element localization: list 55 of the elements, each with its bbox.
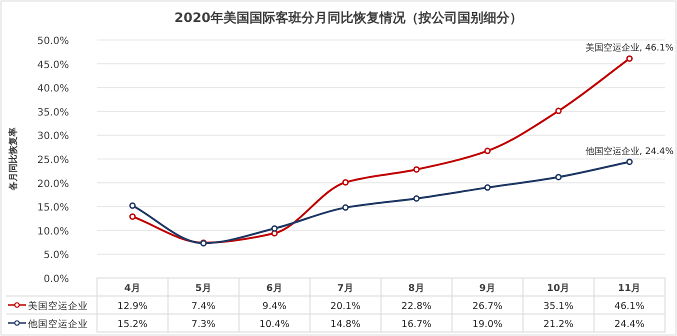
point	[555, 108, 562, 114]
y-tick-label: 0.0%	[44, 274, 69, 285]
point	[413, 195, 420, 202]
point	[626, 158, 633, 166]
point	[271, 225, 278, 232]
y-tick-label: 20.0%	[37, 178, 69, 190]
x-tick-label: 11月	[618, 283, 642, 294]
data-label: 21.2%	[543, 319, 574, 330]
y-tick-label: 35.0%	[37, 107, 69, 118]
y-axis-title: 各月同比恢复率	[8, 128, 19, 192]
point	[484, 148, 491, 154]
data-label: 9.4%	[262, 301, 287, 312]
chart-title: 2020年美国国际客班分月同比恢复情况（按公司国别细分）	[174, 10, 523, 26]
x-tick-label: 7月	[337, 283, 354, 294]
point	[342, 179, 349, 186]
x-tick-label: 9月	[479, 283, 496, 294]
y-tick-label: 15.0%	[37, 202, 69, 214]
data-label: 7.3%	[191, 319, 216, 330]
point	[413, 166, 420, 173]
y-tick-label: 30.0%	[37, 131, 69, 142]
x-tick-label: 5月	[195, 283, 212, 294]
point	[555, 174, 562, 180]
data-label: 20.1%	[330, 301, 361, 312]
data-label: 26.7%	[472, 301, 503, 312]
y-tick-label: 45.0%	[37, 60, 69, 71]
data-label: 14.8%	[330, 319, 361, 330]
data-label: 46.1%	[614, 301, 645, 312]
data-label: 12.9%	[117, 301, 148, 312]
data-label: 19.0%	[472, 319, 503, 330]
data-label: 24.4%	[614, 319, 645, 330]
data-label: 7.4%	[191, 301, 216, 312]
y-tick-label: 40.0%	[37, 84, 69, 95]
data-label: 15.2%	[117, 319, 148, 330]
legend-label: 美国空运企业	[28, 300, 88, 312]
point	[271, 230, 278, 237]
data-label: 22.8%	[401, 301, 432, 312]
annotation: 他国空运企业, 24.4%	[585, 146, 674, 157]
y-tick-label: 5.0%	[44, 250, 69, 262]
data-label: 16.7%	[401, 319, 432, 330]
y-tick-label: 10.0%	[37, 226, 69, 238]
point	[484, 184, 491, 191]
x-tick-label: 10月	[546, 283, 570, 294]
x-tick-label: 6月	[266, 283, 283, 294]
point	[342, 204, 349, 211]
y-tick-label: 25.0%	[37, 155, 69, 166]
point	[129, 202, 136, 209]
point	[626, 55, 633, 62]
x-tick-label: 4月	[124, 283, 141, 294]
point	[129, 213, 136, 220]
data-label: 35.1%	[543, 301, 574, 312]
x-tick-label: 8月	[408, 283, 425, 294]
legend-label: 他国空运企业	[28, 318, 88, 330]
data-label: 10.4%	[259, 319, 290, 330]
y-tick-label: 50.0%	[37, 36, 69, 47]
annotation: 美国空运企业, 46.1%	[585, 42, 674, 54]
